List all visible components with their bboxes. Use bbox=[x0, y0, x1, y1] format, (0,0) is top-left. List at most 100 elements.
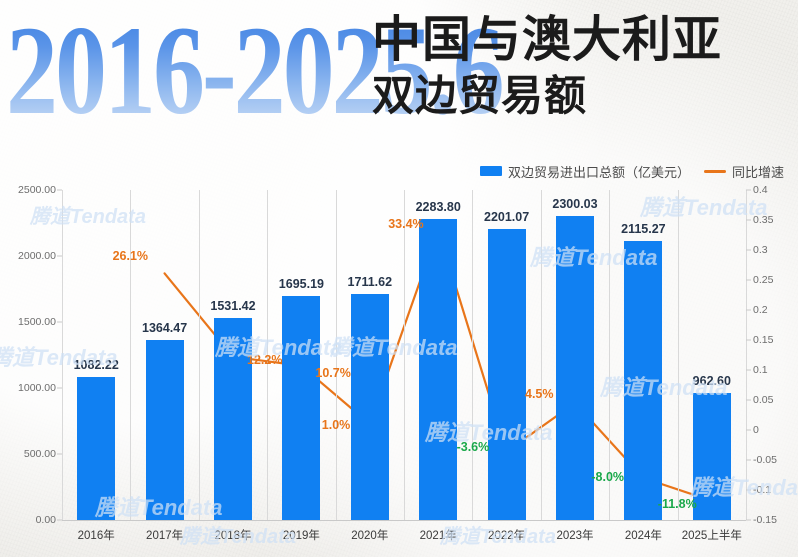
x-axis-tick-label: 2023年 bbox=[556, 530, 594, 542]
y2-axis-tick-mark bbox=[746, 219, 751, 221]
page-title-line1: 中国与澳大利亚 bbox=[372, 12, 723, 67]
y2-axis-tick-label: 0.15 bbox=[753, 334, 774, 346]
vertical-gridline bbox=[62, 190, 63, 520]
y2-axis-tick-mark bbox=[746, 429, 751, 431]
growth-rate-label: 33.4% bbox=[388, 216, 424, 231]
x-axis-tick-label: 2024年 bbox=[624, 530, 662, 542]
y2-axis-tick-label: -0.05 bbox=[753, 454, 777, 466]
y2-axis-tick-mark bbox=[746, 519, 751, 521]
y-axis-tick-label: 0.00 bbox=[35, 514, 56, 526]
y-axis-tick-mark bbox=[57, 321, 62, 323]
y2-axis-tick-label: 0.3 bbox=[753, 244, 768, 256]
vertical-gridline bbox=[335, 190, 337, 520]
vertical-gridline bbox=[746, 190, 747, 520]
y-axis-tick-mark bbox=[57, 387, 62, 389]
y2-axis-tick-mark bbox=[746, 279, 751, 281]
bar-2018年[interactable] bbox=[214, 317, 252, 520]
y-axis-tick-label: 2500.00 bbox=[18, 184, 56, 196]
x-axis-line bbox=[62, 520, 746, 521]
plot-area: 0.00 500.00 1000.00 1500.00 2000.00 2500.00 -0… bbox=[18, 184, 777, 542]
y-axis-tick-label: 1000.00 bbox=[18, 382, 56, 394]
bar-value-label: 962.60 bbox=[692, 373, 731, 388]
y2-axis-tick-mark bbox=[746, 309, 751, 311]
vertical-gridline bbox=[404, 190, 405, 520]
bar-2020年[interactable] bbox=[350, 294, 389, 520]
x-axis-tick-label: 2019年 bbox=[282, 530, 320, 542]
bar-value-label: 2300.03 bbox=[552, 197, 598, 212]
bar-2019年[interactable] bbox=[282, 296, 321, 520]
chart-area: 0.00 500.00 1000.00 1500.00 2000.00 2500.00 -0… bbox=[0, 182, 798, 557]
vertical-gridline bbox=[540, 190, 542, 520]
legend-label-bar: 双边贸易进出口总额（亿美元） bbox=[507, 164, 690, 180]
y2-axis-tick-label: 0.25 bbox=[753, 274, 774, 286]
legend-swatch-bar-icon bbox=[479, 166, 502, 176]
y-axis-tick-label: 2000.00 bbox=[18, 250, 56, 262]
bar-2021年[interactable] bbox=[419, 218, 458, 520]
growth-rate-label: 12.2% bbox=[247, 352, 283, 367]
y2-axis-tick-mark bbox=[746, 249, 751, 251]
title-block: 中国与澳大利亚 双边贸易额 bbox=[372, 14, 722, 120]
growth-rate-label: -8.0% bbox=[591, 470, 625, 484]
header: 2016-2025.6 中国与澳大利亚 双边贸易额 bbox=[0, 0, 798, 152]
growth-rate-label: 26.1% bbox=[112, 249, 149, 264]
y2-axis-tick-mark bbox=[746, 489, 751, 491]
bar-value-label: 2201.07 bbox=[484, 210, 530, 225]
growth-rate-label: 1.0% bbox=[321, 418, 351, 432]
hero-year-range: 2016-2025.6 bbox=[6, 0, 505, 141]
vertical-gridline bbox=[609, 190, 611, 520]
x-axis-tick-label: 2017年 bbox=[146, 530, 184, 542]
vertical-gridline bbox=[267, 190, 269, 520]
y-axis-tick-mark bbox=[57, 453, 62, 455]
growth-rate-label: 10.7% bbox=[315, 365, 351, 380]
bar-2023年[interactable] bbox=[556, 216, 594, 520]
y-axis-tick-label: 500.00 bbox=[23, 448, 56, 460]
x-axis-tick-label: 2020年 bbox=[351, 530, 389, 542]
y2-axis-tick-label: 0 bbox=[753, 424, 759, 436]
y-axis-tick-mark bbox=[57, 189, 62, 191]
legend-item-line[interactable]: 同比增速 bbox=[703, 162, 784, 181]
vertical-gridline bbox=[677, 190, 679, 520]
x-axis-tick-label: 2018年 bbox=[214, 530, 252, 542]
bar-2025上半年[interactable] bbox=[692, 392, 731, 520]
bar-value-label: 1711.62 bbox=[347, 275, 393, 290]
legend-swatch-line-icon bbox=[703, 169, 726, 173]
bar-value-label: 1531.42 bbox=[210, 298, 256, 313]
bar-2016年[interactable] bbox=[77, 377, 116, 520]
page-title-line2: 双边贸易额 bbox=[372, 74, 588, 121]
y2-axis-tick-label: 0.05 bbox=[753, 394, 774, 406]
legend-item-bar[interactable]: 双边贸易进出口总额（亿美元） bbox=[479, 162, 690, 181]
bar-value-label: 2115.27 bbox=[621, 221, 666, 236]
x-axis-tick-label: 2025上半年 bbox=[681, 530, 742, 542]
growth-rate-label: 4.5% bbox=[525, 387, 554, 401]
y2-axis-tick-label: 0.4 bbox=[753, 184, 768, 196]
y2-axis-tick-label: 0.2 bbox=[753, 304, 768, 316]
bar-2022年[interactable] bbox=[487, 229, 526, 520]
bar-2024年[interactable] bbox=[624, 240, 663, 520]
bar-value-label: 1695.19 bbox=[278, 277, 324, 292]
y2-axis-tick-label: -0.1 bbox=[753, 484, 772, 496]
legend-label-line: 同比增速 bbox=[731, 164, 784, 180]
y2-axis-tick-mark bbox=[746, 459, 751, 461]
y2-axis-tick-label: -0.15 bbox=[753, 514, 777, 526]
growth-rate-label: -11.8% bbox=[657, 496, 697, 511]
growth-rate-label: -3.6% bbox=[456, 439, 490, 454]
y2-axis-tick-mark bbox=[746, 339, 751, 341]
vertical-gridline bbox=[198, 190, 200, 520]
x-axis-tick-label: 2022年 bbox=[488, 530, 526, 542]
bar-value-label: 1364.47 bbox=[142, 320, 188, 335]
bar-2017年[interactable] bbox=[145, 339, 184, 520]
bar-value-label: 2283.80 bbox=[415, 199, 461, 214]
y2-axis-tick-mark bbox=[746, 399, 751, 401]
y2-axis-tick-label: 0.35 bbox=[753, 214, 774, 226]
x-axis-tick-label: 2016年 bbox=[77, 530, 115, 542]
vertical-gridline bbox=[472, 190, 474, 520]
y-axis-tick-label: 1500.00 bbox=[18, 316, 56, 328]
vertical-gridline bbox=[130, 190, 132, 520]
x-axis-tick-label: 2021年 bbox=[419, 530, 457, 542]
bar-value-label: 1082.22 bbox=[73, 358, 119, 373]
y2-axis-tick-mark bbox=[746, 189, 751, 191]
chart-legend: 双边贸易进出口总额（亿美元） 同比增速 bbox=[0, 160, 798, 182]
y2-axis-tick-mark bbox=[746, 369, 751, 371]
y-axis-tick-mark bbox=[57, 255, 62, 257]
y2-axis-tick-label: 0.1 bbox=[753, 364, 768, 376]
